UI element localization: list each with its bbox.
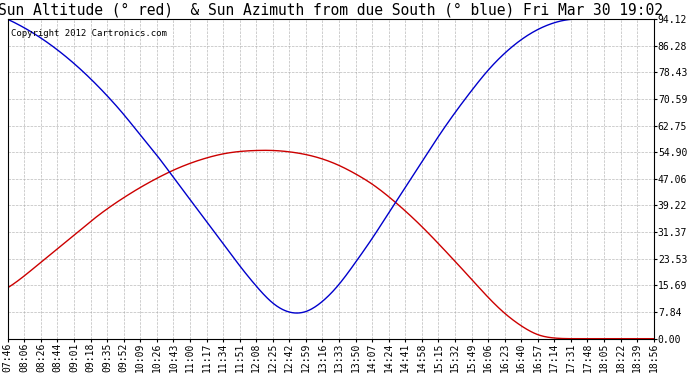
Title: Sun Altitude (° red)  & Sun Azimuth from due South (° blue) Fri Mar 30 19:02: Sun Altitude (° red) & Sun Azimuth from … (0, 3, 663, 18)
Text: Copyright 2012 Cartronics.com: Copyright 2012 Cartronics.com (11, 28, 167, 38)
